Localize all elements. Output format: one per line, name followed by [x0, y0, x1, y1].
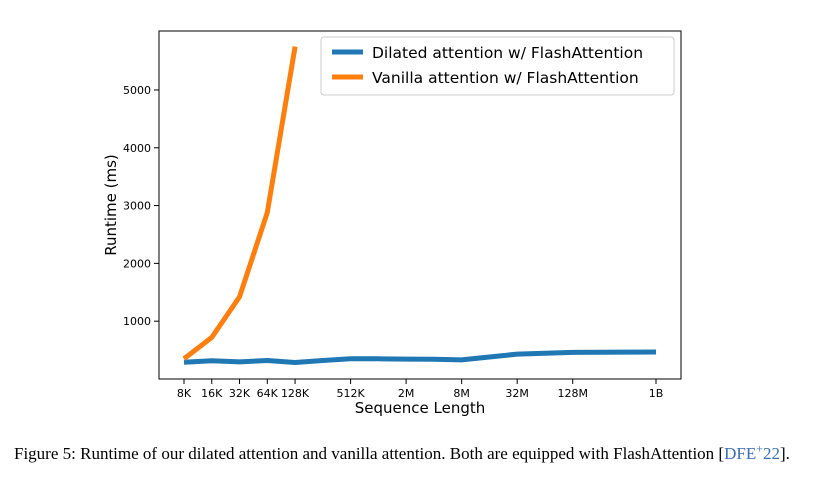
- legend-box: [320, 36, 675, 96]
- y-tick-label: 3000: [123, 200, 151, 213]
- x-tick-label: 2M: [398, 387, 415, 400]
- x-tick-label: 1B: [649, 387, 664, 400]
- series-lines: [182, 46, 657, 365]
- caption-text-after: ].: [780, 444, 790, 463]
- y-tick-label: 2000: [123, 257, 151, 270]
- x-tick-label: 8K: [177, 387, 192, 400]
- legend-label-vanilla: Vanilla attention w/ FlashAttention: [372, 69, 639, 87]
- x-tick-label: 128M: [557, 387, 588, 400]
- y-tick-label: 4000: [123, 142, 151, 155]
- vanilla-attention-line: [182, 46, 298, 361]
- y-axis-label: Runtime (ms): [102, 154, 120, 256]
- dilated-attention-line: [183, 349, 657, 365]
- legend-label-dilated: Dilated attention w/ FlashAttention: [372, 44, 643, 62]
- x-tick-label: 128K: [281, 387, 310, 400]
- x-axis-label: Sequence Length: [355, 399, 486, 417]
- x-tick-label: 16K: [201, 387, 223, 400]
- figure-caption: Figure 5: Runtime of our dilated attenti…: [14, 441, 820, 464]
- citation-link[interactable]: DFE+22: [724, 441, 780, 463]
- y-tick-label: 5000: [123, 84, 151, 97]
- y-tick-label: 1000: [123, 315, 151, 328]
- citation-main: DFE: [724, 444, 757, 463]
- citation-sup: +: [756, 441, 763, 456]
- x-tick-label: 64K: [257, 387, 279, 400]
- runtime-chart: 1000 2000 3000 4000 5000 8K 16K 32K 64K 128K 512K…: [102, 30, 682, 417]
- x-tick-label: 8M: [453, 387, 470, 400]
- y-axis-ticks: 1000 2000 3000 4000 5000: [123, 84, 159, 328]
- citation-year: 22: [763, 444, 780, 463]
- legend: Dilated attention w/ FlashAttention Vani…: [320, 36, 675, 96]
- x-tick-label: 32M: [505, 387, 529, 400]
- x-tick-label: 32K: [229, 387, 251, 400]
- caption-text-before: Figure 5: Runtime of our dilated attenti…: [14, 444, 725, 463]
- x-axis-ticks: 8K 16K 32K 64K 128K 512K 2M 8M 32M 128M 1B: [177, 379, 663, 400]
- x-tick-label: 512K: [336, 387, 365, 400]
